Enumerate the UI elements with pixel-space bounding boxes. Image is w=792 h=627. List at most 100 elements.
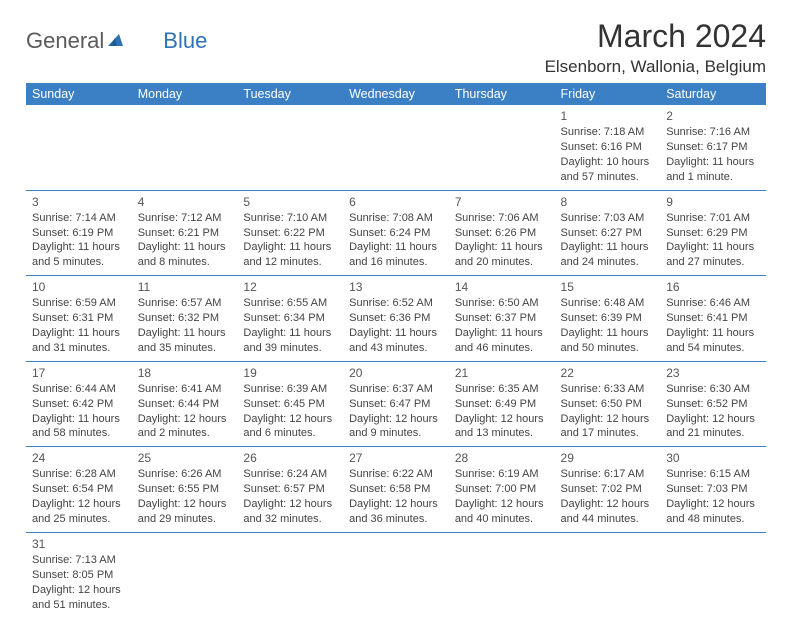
day-number: 31 [32, 536, 126, 552]
day-number: 25 [138, 450, 232, 466]
daylight-text: Daylight: 12 hours and 29 minutes. [138, 497, 232, 527]
daylight-text: Daylight: 11 hours and 8 minutes. [138, 240, 232, 270]
sunset-text: Sunset: 6:54 PM [32, 482, 126, 497]
sunset-text: Sunset: 6:45 PM [243, 397, 337, 412]
day-number: 10 [32, 279, 126, 295]
daylight-text: Daylight: 12 hours and 9 minutes. [349, 412, 443, 442]
calendar-day-cell: 24Sunrise: 6:28 AMSunset: 6:54 PMDayligh… [26, 447, 132, 533]
day-number: 18 [138, 365, 232, 381]
calendar-day-cell: 5Sunrise: 7:10 AMSunset: 6:22 PMDaylight… [237, 190, 343, 276]
sunset-text: Sunset: 6:31 PM [32, 311, 126, 326]
daylight-text: Daylight: 12 hours and 25 minutes. [32, 497, 126, 527]
sunrise-text: Sunrise: 7:01 AM [666, 211, 760, 226]
calendar-day-cell: 8Sunrise: 7:03 AMSunset: 6:27 PMDaylight… [555, 190, 661, 276]
calendar-day-cell: 31Sunrise: 7:13 AMSunset: 8:05 PMDayligh… [26, 532, 132, 617]
daylight-text: Daylight: 10 hours and 57 minutes. [561, 155, 655, 185]
sunrise-text: Sunrise: 7:12 AM [138, 211, 232, 226]
daylight-text: Daylight: 11 hours and 12 minutes. [243, 240, 337, 270]
weekday-header: Monday [132, 83, 238, 105]
logo-text-blue: Blue [163, 28, 207, 54]
day-number: 12 [243, 279, 337, 295]
sunrise-text: Sunrise: 6:15 AM [666, 467, 760, 482]
day-number: 11 [138, 279, 232, 295]
calendar-empty-cell [132, 532, 238, 617]
calendar-day-cell: 21Sunrise: 6:35 AMSunset: 6:49 PMDayligh… [449, 361, 555, 447]
sunrise-text: Sunrise: 6:39 AM [243, 382, 337, 397]
sunrise-text: Sunrise: 6:24 AM [243, 467, 337, 482]
sunrise-text: Sunrise: 6:59 AM [32, 296, 126, 311]
calendar-day-cell: 3Sunrise: 7:14 AMSunset: 6:19 PMDaylight… [26, 190, 132, 276]
page-header: General Blue March 2024 Elsenborn, Wallo… [26, 18, 766, 77]
daylight-text: Daylight: 11 hours and 35 minutes. [138, 326, 232, 356]
daylight-text: Daylight: 11 hours and 16 minutes. [349, 240, 443, 270]
sunrise-text: Sunrise: 6:30 AM [666, 382, 760, 397]
day-number: 13 [349, 279, 443, 295]
sunset-text: Sunset: 6:26 PM [455, 226, 549, 241]
daylight-text: Daylight: 12 hours and 48 minutes. [666, 497, 760, 527]
calendar-day-cell: 28Sunrise: 6:19 AMSunset: 7:00 PMDayligh… [449, 447, 555, 533]
calendar-day-cell: 26Sunrise: 6:24 AMSunset: 6:57 PMDayligh… [237, 447, 343, 533]
weekday-header-row: Sunday Monday Tuesday Wednesday Thursday… [26, 83, 766, 105]
day-number: 3 [32, 194, 126, 210]
daylight-text: Daylight: 11 hours and 27 minutes. [666, 240, 760, 270]
sunset-text: Sunset: 6:57 PM [243, 482, 337, 497]
sunset-text: Sunset: 6:58 PM [349, 482, 443, 497]
sunset-text: Sunset: 7:02 PM [561, 482, 655, 497]
logo-text-general: General [26, 28, 104, 54]
sunrise-text: Sunrise: 7:06 AM [455, 211, 549, 226]
calendar-day-cell: 10Sunrise: 6:59 AMSunset: 6:31 PMDayligh… [26, 276, 132, 362]
sunrise-text: Sunrise: 6:52 AM [349, 296, 443, 311]
calendar-day-cell: 25Sunrise: 6:26 AMSunset: 6:55 PMDayligh… [132, 447, 238, 533]
daylight-text: Daylight: 11 hours and 46 minutes. [455, 326, 549, 356]
calendar-empty-cell [26, 105, 132, 190]
day-number: 21 [455, 365, 549, 381]
daylight-text: Daylight: 12 hours and 32 minutes. [243, 497, 337, 527]
day-number: 7 [455, 194, 549, 210]
logo-sail-icon [107, 32, 127, 53]
calendar-empty-cell [132, 105, 238, 190]
day-number: 28 [455, 450, 549, 466]
day-number: 20 [349, 365, 443, 381]
daylight-text: Daylight: 12 hours and 21 minutes. [666, 412, 760, 442]
day-number: 23 [666, 365, 760, 381]
day-number: 5 [243, 194, 337, 210]
daylight-text: Daylight: 11 hours and 54 minutes. [666, 326, 760, 356]
day-number: 27 [349, 450, 443, 466]
sunset-text: Sunset: 6:41 PM [666, 311, 760, 326]
sunset-text: Sunset: 6:44 PM [138, 397, 232, 412]
sunset-text: Sunset: 6:32 PM [138, 311, 232, 326]
daylight-text: Daylight: 12 hours and 44 minutes. [561, 497, 655, 527]
sunset-text: Sunset: 8:05 PM [32, 568, 126, 583]
weekday-header: Tuesday [237, 83, 343, 105]
calendar-day-cell: 27Sunrise: 6:22 AMSunset: 6:58 PMDayligh… [343, 447, 449, 533]
daylight-text: Daylight: 12 hours and 36 minutes. [349, 497, 443, 527]
day-number: 4 [138, 194, 232, 210]
calendar-week-row: 24Sunrise: 6:28 AMSunset: 6:54 PMDayligh… [26, 447, 766, 533]
weekday-header: Friday [555, 83, 661, 105]
sunset-text: Sunset: 6:22 PM [243, 226, 337, 241]
day-number: 16 [666, 279, 760, 295]
calendar-empty-cell [343, 532, 449, 617]
sunrise-text: Sunrise: 6:50 AM [455, 296, 549, 311]
sunrise-text: Sunrise: 7:13 AM [32, 553, 126, 568]
sunset-text: Sunset: 6:27 PM [561, 226, 655, 241]
daylight-text: Daylight: 11 hours and 24 minutes. [561, 240, 655, 270]
sunrise-text: Sunrise: 6:57 AM [138, 296, 232, 311]
calendar-day-cell: 7Sunrise: 7:06 AMSunset: 6:26 PMDaylight… [449, 190, 555, 276]
calendar-day-cell: 11Sunrise: 6:57 AMSunset: 6:32 PMDayligh… [132, 276, 238, 362]
day-number: 2 [666, 108, 760, 124]
day-number: 17 [32, 365, 126, 381]
daylight-text: Daylight: 11 hours and 58 minutes. [32, 412, 126, 442]
calendar-day-cell: 22Sunrise: 6:33 AMSunset: 6:50 PMDayligh… [555, 361, 661, 447]
sunrise-text: Sunrise: 6:19 AM [455, 467, 549, 482]
calendar-day-cell: 13Sunrise: 6:52 AMSunset: 6:36 PMDayligh… [343, 276, 449, 362]
calendar-day-cell: 6Sunrise: 7:08 AMSunset: 6:24 PMDaylight… [343, 190, 449, 276]
daylight-text: Daylight: 12 hours and 6 minutes. [243, 412, 337, 442]
day-number: 8 [561, 194, 655, 210]
calendar-week-row: 17Sunrise: 6:44 AMSunset: 6:42 PMDayligh… [26, 361, 766, 447]
sunrise-text: Sunrise: 7:03 AM [561, 211, 655, 226]
sunrise-text: Sunrise: 6:22 AM [349, 467, 443, 482]
day-number: 6 [349, 194, 443, 210]
sunset-text: Sunset: 6:52 PM [666, 397, 760, 412]
sunset-text: Sunset: 6:16 PM [561, 140, 655, 155]
